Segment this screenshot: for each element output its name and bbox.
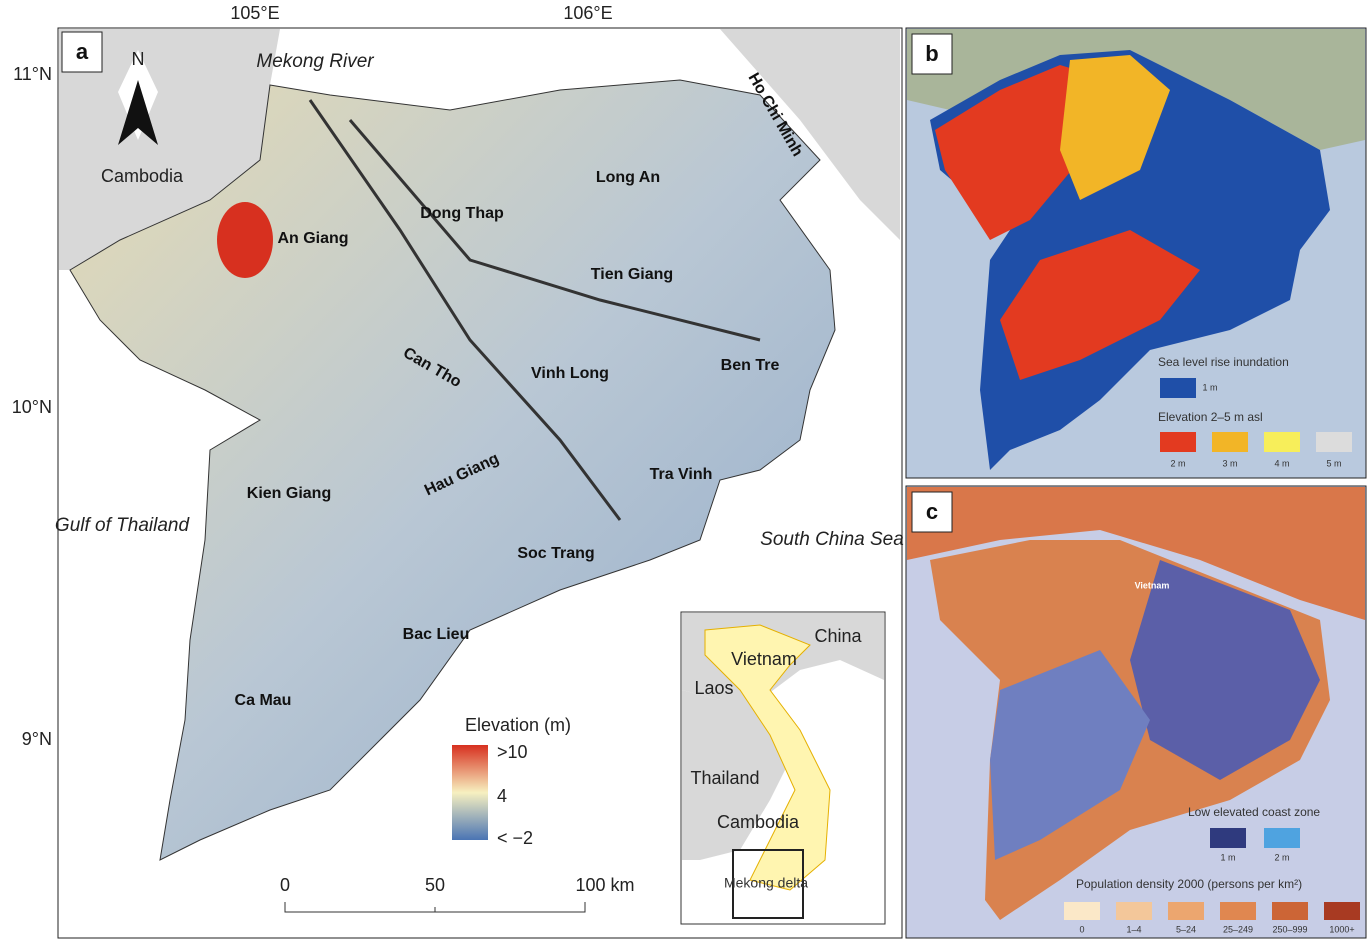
legend-swatch bbox=[1212, 432, 1248, 452]
scale-label: 100 km bbox=[575, 875, 634, 895]
panel-label: a bbox=[76, 39, 89, 64]
legend-label: 1–4 bbox=[1126, 924, 1141, 934]
province-label: Long An bbox=[596, 169, 660, 186]
legend-label: 1 m bbox=[1202, 382, 1217, 392]
color-bar bbox=[452, 745, 488, 840]
legend-swatch bbox=[1064, 902, 1100, 920]
legend-label: 5 m bbox=[1326, 458, 1341, 468]
inset-label: Mekong delta bbox=[724, 875, 808, 891]
province-label: Tien Giang bbox=[591, 266, 673, 283]
hills bbox=[217, 202, 273, 278]
panel-label: b bbox=[925, 41, 938, 66]
legend-label: 3 m bbox=[1222, 458, 1237, 468]
lon-label: 105°E bbox=[230, 3, 279, 23]
river bbox=[348, 119, 761, 342]
panel-b: b Sea level rise inundation 1 m Elevatio… bbox=[905, 27, 1367, 479]
panel-label-box bbox=[61, 31, 103, 73]
legend-swatch bbox=[1160, 378, 1196, 398]
province-label: Bac Lieu bbox=[403, 626, 470, 643]
province-label: Ben Tre bbox=[721, 357, 780, 374]
province-label: Kien Giang bbox=[247, 485, 331, 502]
scale-label: 50 bbox=[425, 875, 445, 895]
cambodia-land bbox=[59, 29, 280, 270]
inset-label: Cambodia bbox=[717, 812, 800, 832]
place-label: Mekong River bbox=[256, 51, 374, 72]
inset-label: Vietnam bbox=[731, 649, 797, 669]
inset-land bbox=[682, 690, 790, 860]
legend-swatch bbox=[1264, 828, 1300, 848]
lat-label: 9°N bbox=[22, 729, 52, 749]
inset-label: Thailand bbox=[690, 768, 759, 788]
legend-label: 4 m bbox=[1274, 458, 1289, 468]
land-north bbox=[907, 487, 1365, 620]
land-north bbox=[59, 29, 900, 240]
river bbox=[308, 99, 622, 521]
legend-title: Population density 2000 (persons per km²… bbox=[1076, 877, 1302, 891]
legend-swatch bbox=[1168, 902, 1204, 920]
legend-swatch bbox=[1272, 902, 1308, 920]
panel-label: c bbox=[926, 499, 938, 524]
legend-swatch bbox=[1160, 432, 1196, 452]
low-coast-1m bbox=[1130, 560, 1320, 780]
lat-label: 11°N bbox=[13, 64, 52, 84]
panel-label-box bbox=[911, 491, 953, 533]
legend-label: >10 bbox=[497, 742, 528, 762]
legend-swatch bbox=[1210, 828, 1246, 848]
legend-title: Sea level rise inundation bbox=[1158, 355, 1289, 369]
legend-swatch bbox=[1264, 432, 1300, 452]
inset-label: China bbox=[814, 626, 862, 646]
legend-label: 250–999 bbox=[1272, 924, 1307, 934]
legend-swatch bbox=[1220, 902, 1256, 920]
elevation-2m bbox=[1000, 230, 1200, 380]
land-north bbox=[907, 29, 1365, 150]
place-label: Gulf of Thailand bbox=[55, 515, 191, 536]
legend-swatch bbox=[1116, 902, 1152, 920]
north-label: N bbox=[132, 49, 145, 69]
legend-title: Elevation 2–5 m asl bbox=[1158, 410, 1263, 424]
elevation-3m bbox=[1060, 55, 1170, 200]
place-label: South China Sea bbox=[760, 529, 904, 550]
legend-label: 1000+ bbox=[1329, 924, 1354, 934]
country-label: Vietnam bbox=[1135, 580, 1170, 590]
panel-c: c Vietnam Low elevated coast zone 1 m 2 … bbox=[905, 485, 1367, 939]
legend-label: 0 bbox=[1079, 924, 1084, 934]
legend-title: Elevation (m) bbox=[465, 715, 571, 735]
panel-label-box bbox=[911, 33, 953, 75]
province-label: Dong Thap bbox=[420, 205, 504, 222]
legend-label: 1 m bbox=[1220, 852, 1235, 862]
legend-label: < −2 bbox=[497, 828, 533, 848]
inset-vietnam bbox=[704, 624, 831, 891]
province-label: Vinh Long bbox=[531, 365, 609, 382]
north-arrow bbox=[118, 80, 158, 145]
lat-label: 10°N bbox=[12, 397, 52, 417]
legend-swatch bbox=[1316, 432, 1352, 452]
scale-label: 0 bbox=[280, 875, 290, 895]
province-label: An Giang bbox=[277, 230, 348, 247]
province-label: Ca Mau bbox=[235, 692, 292, 709]
legend-label: 4 bbox=[497, 786, 507, 806]
low-coast-2m bbox=[990, 650, 1150, 860]
province-label: Tra Vinh bbox=[650, 466, 713, 483]
scale-bar bbox=[284, 902, 586, 913]
place-label: Cambodia bbox=[101, 166, 184, 186]
province-label: Soc Trang bbox=[517, 545, 594, 562]
legend-label: 5–24 bbox=[1176, 924, 1196, 934]
legend-label: 2 m bbox=[1170, 458, 1185, 468]
legend-label: 25–249 bbox=[1223, 924, 1253, 934]
legend-label: 2 m bbox=[1274, 852, 1289, 862]
legend-title: Low elevated coast zone bbox=[1188, 805, 1320, 819]
lon-label: 106°E bbox=[563, 3, 612, 23]
inset-box bbox=[732, 849, 804, 919]
inset-label: Laos bbox=[694, 678, 733, 698]
delta bbox=[69, 79, 836, 861]
legend-swatch bbox=[1324, 902, 1360, 920]
panel-a: a 105°E 106°E 11°N 10°N 9°N N Mekong Riv… bbox=[12, 3, 904, 939]
